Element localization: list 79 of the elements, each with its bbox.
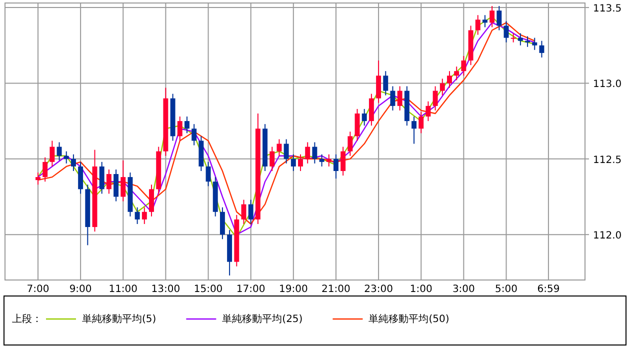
x-tick-label: 21:00 [322, 284, 350, 295]
candlestick [50, 140, 55, 167]
legend-label: 単純移動平均(5) [82, 313, 156, 325]
y-tick-label: 112.0 [593, 230, 622, 242]
candlestick [504, 20, 509, 43]
x-tick-label: 23:00 [364, 284, 393, 295]
candlestick [149, 184, 154, 217]
candlestick [270, 146, 275, 172]
candlestick [220, 206, 225, 240]
candlestick [114, 169, 119, 202]
candlestick [475, 14, 480, 36]
candlestick [177, 116, 182, 142]
candlestick [42, 156, 48, 182]
candlestick [525, 36, 530, 48]
candlestick [305, 142, 310, 164]
candlestick [241, 199, 246, 224]
candlestick [518, 32, 523, 46]
candlestick [454, 66, 460, 81]
candlestick [354, 108, 360, 142]
candlestick [532, 37, 538, 50]
candlestick [362, 108, 367, 126]
candlestick [412, 116, 416, 144]
candlestick [64, 150, 69, 164]
candlestick [206, 161, 211, 187]
candlestick [56, 142, 62, 161]
candlestick [99, 161, 104, 194]
candlestick [496, 6, 502, 31]
x-tick-label: 5:00 [495, 284, 518, 295]
x-tick-label: 6:59 [537, 284, 560, 295]
candlestick [184, 116, 190, 134]
candlestick [432, 86, 438, 111]
x-tick-label: 7:00 [26, 284, 50, 295]
x-tick-label: 17:00 [236, 284, 266, 295]
candlestick [376, 60, 382, 104]
candlestick [36, 172, 40, 186]
candlestick [192, 124, 197, 146]
candlestick [78, 161, 84, 194]
y-tick-label: 112.5 [593, 154, 622, 166]
candlestick [390, 86, 396, 111]
candlestick [134, 206, 140, 224]
x-tick-label: 13:00 [151, 284, 180, 295]
x-tick-label: 1:00 [410, 284, 432, 295]
candlestick [510, 32, 516, 43]
candlestick [447, 70, 452, 88]
candlestick [461, 55, 466, 76]
candlestick [397, 86, 402, 111]
x-tick-label: 15:00 [194, 284, 223, 295]
candlestick [368, 93, 374, 126]
legend-label: 単純移動平均(25) [222, 313, 303, 325]
candlestick [440, 78, 445, 96]
legend-title: 上段： [12, 313, 42, 325]
candlestick [106, 169, 112, 194]
candlestick [539, 40, 544, 58]
candlestick [120, 160, 126, 202]
x-tick-label: 19:00 [278, 284, 308, 295]
y-tick-label: 113.0 [593, 79, 622, 90]
candlestick [326, 154, 332, 167]
candlestick [284, 138, 289, 164]
x-tick-label: 11:00 [108, 284, 138, 295]
candlestick [426, 100, 431, 122]
candlestick [418, 111, 424, 134]
candlestick [290, 154, 296, 172]
candlestick [312, 142, 318, 164]
candlestick [348, 131, 353, 156]
legend-label: 単純移動平均(50) [368, 313, 450, 325]
candlestick [319, 154, 324, 167]
candlestick [490, 6, 495, 28]
candlestick [142, 206, 147, 224]
candlestick [298, 154, 303, 172]
candlestick [340, 146, 346, 176]
candlestick [248, 199, 254, 224]
candlestick [482, 14, 488, 28]
candlestick [383, 70, 388, 96]
x-tick-label: 9:00 [69, 284, 92, 295]
candlestick [276, 138, 282, 156]
y-tick-label: 113.5 [593, 4, 622, 15]
x-tick-label: 3:00 [452, 284, 475, 295]
candlestick [70, 154, 76, 172]
candlestick [333, 154, 338, 180]
